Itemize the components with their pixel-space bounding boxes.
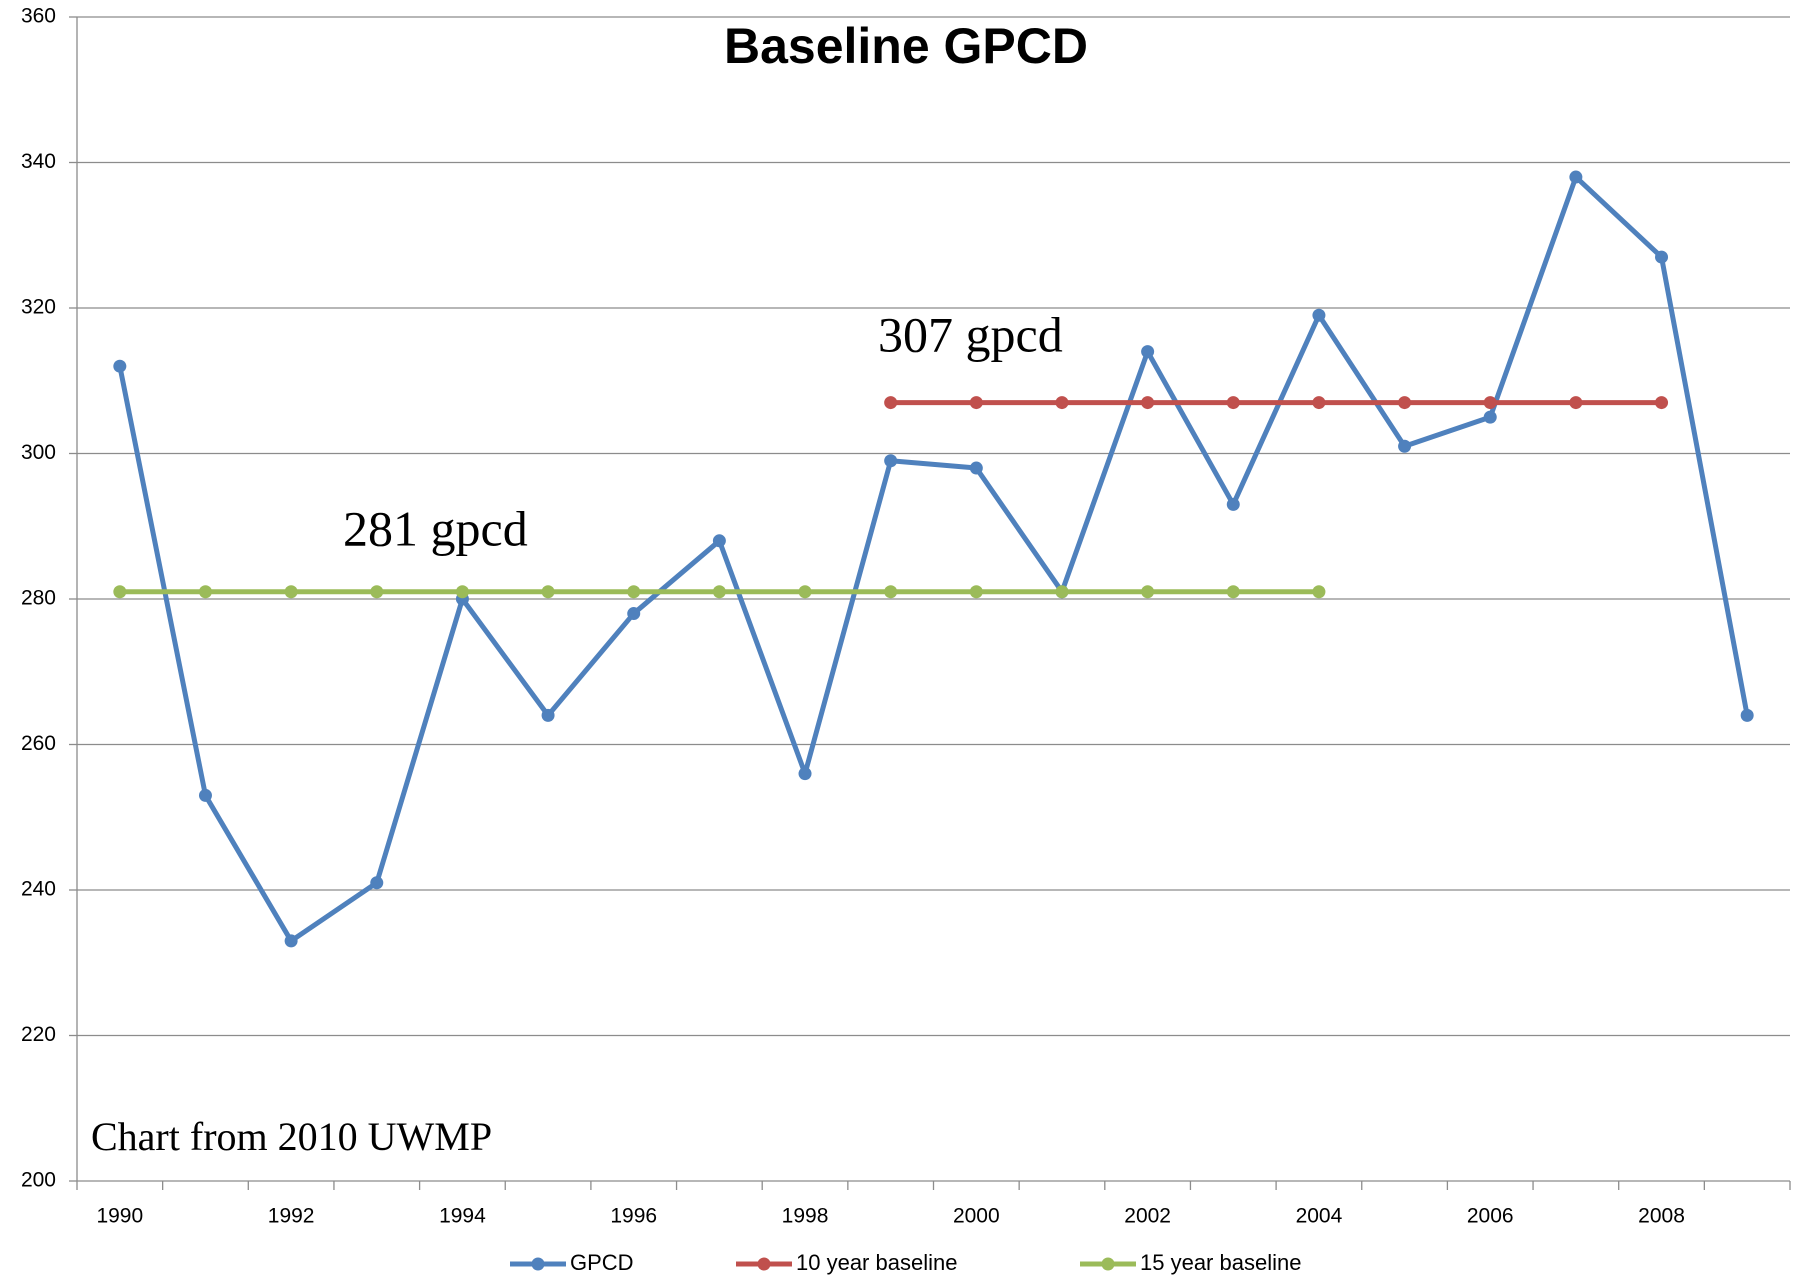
point: [455, 585, 469, 599]
point: [1312, 585, 1326, 599]
point: [198, 788, 212, 802]
y-tick-label: 340: [21, 150, 56, 173]
x-tick-label: 2002: [1124, 1205, 1171, 1228]
point: [1141, 585, 1155, 599]
y-tick-label: 200: [21, 1169, 56, 1192]
point: [1226, 585, 1240, 599]
point: [1740, 708, 1754, 722]
point: [712, 534, 726, 548]
x-tick-label: 1996: [610, 1205, 657, 1228]
point: [627, 585, 641, 599]
annotation: 281 gpcd: [343, 500, 528, 556]
legend-label: GPCD: [570, 1250, 634, 1275]
x-tick-label: 1998: [782, 1205, 829, 1228]
point: [1483, 410, 1497, 424]
point: [798, 585, 812, 599]
y-tick-label: 300: [21, 441, 56, 464]
point: [1226, 497, 1240, 511]
x-tick-label: 2004: [1296, 1205, 1343, 1228]
point: [627, 607, 641, 621]
legend-label: 15 year baseline: [1140, 1250, 1301, 1275]
x-tick-label: 1990: [96, 1205, 143, 1228]
point: [1226, 396, 1240, 410]
point: [284, 934, 298, 948]
point: [884, 454, 898, 468]
point: [1569, 396, 1583, 410]
point: [1141, 396, 1155, 410]
point: [1398, 396, 1412, 410]
point: [370, 876, 384, 890]
point: [712, 585, 726, 599]
x-tick-label: 2008: [1638, 1205, 1685, 1228]
y-tick-label: 220: [21, 1023, 56, 1046]
y-tick-label: 280: [21, 587, 56, 610]
point: [1483, 396, 1497, 410]
legend-marker: [757, 1257, 771, 1271]
point: [541, 585, 555, 599]
point: [1655, 396, 1669, 410]
chart-title: Baseline GPCD: [724, 18, 1088, 74]
point: [1655, 250, 1669, 264]
point: [798, 767, 812, 781]
point: [113, 359, 127, 373]
legend-label: 10 year baseline: [796, 1250, 957, 1275]
x-tick-label: 2006: [1467, 1205, 1514, 1228]
point: [884, 396, 898, 410]
point: [1569, 170, 1583, 184]
y-tick-label: 260: [21, 732, 56, 755]
x-tick-label: 2000: [953, 1205, 1000, 1228]
point: [1055, 396, 1069, 410]
point: [969, 461, 983, 475]
point: [1398, 439, 1412, 453]
point: [284, 585, 298, 599]
point: [541, 708, 555, 722]
point: [113, 585, 127, 599]
y-tick-label: 360: [21, 5, 56, 28]
x-tick-label: 1994: [439, 1205, 486, 1228]
point: [198, 585, 212, 599]
annotation: 307 gpcd: [878, 306, 1063, 362]
point: [969, 585, 983, 599]
point: [1141, 345, 1155, 359]
series-line: [117, 174, 1750, 944]
point: [1312, 396, 1326, 410]
legend-marker: [1101, 1257, 1115, 1271]
point: [884, 585, 898, 599]
legend-marker: [531, 1257, 545, 1271]
y-tick-label: 320: [21, 296, 56, 319]
point: [969, 396, 983, 410]
x-tick-label: 1992: [268, 1205, 315, 1228]
point: [1312, 308, 1326, 322]
y-tick-label: 240: [21, 878, 56, 901]
annotation: Chart from 2010 UWMP: [91, 1114, 492, 1159]
point: [370, 585, 384, 599]
point: [1055, 585, 1069, 599]
